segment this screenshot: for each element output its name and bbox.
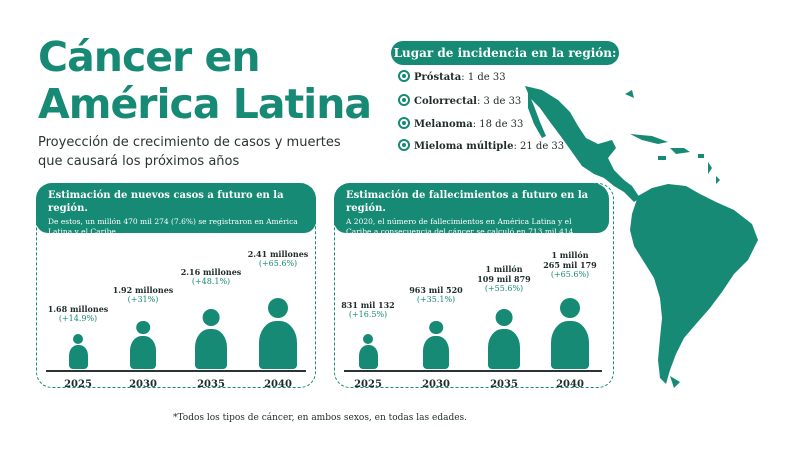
incidence-rank: : 3 de 33 <box>476 96 522 107</box>
deaths-value-2035: 1 millón 109 mil 879 (+55.6%) <box>477 264 531 293</box>
title-line-2: América Latina <box>38 80 372 128</box>
incidence-title: Lugar de incidencia en la región: <box>391 41 619 65</box>
deaths-subtitle: A 2020, el número de fallecimientos en A… <box>346 217 576 236</box>
footnote: *Todos los tipos de cáncer, en ambos sex… <box>172 413 468 423</box>
cases-person-icon-2040 <box>259 298 297 369</box>
incidence-site: Melanoma <box>414 119 473 130</box>
deaths-year-2040: 2040 <box>556 379 584 390</box>
title-line-1: Cáncer en <box>38 33 261 81</box>
cases-value-2035: 2.16 millones (+48.1%) <box>180 267 242 286</box>
cases-panel-header: Estimación de nuevos casos a futuro en l… <box>36 183 316 236</box>
cases-title: Estimación de nuevos casos a futuro en l… <box>48 190 284 214</box>
incidence-rank: : 21 de 33 <box>513 141 565 152</box>
deaths-value-2030: 963 mil 520 (+35.1%) <box>409 285 463 304</box>
deaths-panel-header: Estimación de fallecimientos a futuro en… <box>334 183 609 236</box>
incidence-item: Próstata: 1 de 33 <box>398 70 506 83</box>
deaths-title: Estimación de fallecimientos a futuro en… <box>346 190 589 214</box>
incidence-site: Mieloma múltiple <box>414 141 514 152</box>
deaths-year-2025: 2025 <box>354 379 382 390</box>
cases-year-2035: 2035 <box>197 379 225 390</box>
deaths-year-2035: 2035 <box>490 379 518 390</box>
deaths-baseline <box>344 370 602 372</box>
page-subtitle: Proyección de crecimiento de casos y mue… <box>38 135 341 169</box>
incidence-site: Colorrectal <box>414 96 477 107</box>
cases-subtitle: De estos, un millón 470 mil 274 (7.6%) s… <box>48 217 298 236</box>
deaths-value-2025: 831 mil 132 (+16.5%) <box>341 300 395 319</box>
bullet-icon <box>398 70 410 82</box>
cases-person-icon-2035 <box>195 309 227 369</box>
incidence-item: Melanoma: 18 de 33 <box>398 117 523 130</box>
incidence-rank: : 1 de 33 <box>461 72 506 83</box>
incidence-site: Próstata <box>414 72 462 83</box>
deaths-value-2040: 1 millón 265 mil 179 (+65.6%) <box>543 250 597 279</box>
bullet-icon <box>398 139 410 151</box>
cases-value-2030: 1.92 millones (+31%) <box>112 285 174 304</box>
incidence-item: Mieloma múltiple: 21 de 33 <box>398 139 564 152</box>
bullet-icon <box>398 94 410 106</box>
deaths-person-icon-2035 <box>488 309 520 369</box>
cases-value-2040: 2.41 millones (+65.6%) <box>247 249 309 268</box>
cases-person-icon-2025 <box>68 333 88 369</box>
cases-person-icon-2030 <box>130 320 156 369</box>
cases-year-2030: 2030 <box>129 379 157 390</box>
latin-america-map-icon <box>525 86 758 388</box>
cases-value-2025: 1.68 millones (+14.9%) <box>47 304 109 323</box>
cases-year-2025: 2025 <box>64 379 92 390</box>
cases-year-2040: 2040 <box>264 379 292 390</box>
deaths-year-2030: 2030 <box>422 379 450 390</box>
deaths-person-icon-2040 <box>551 298 589 369</box>
bullet-icon <box>398 117 410 129</box>
deaths-person-icon-2030 <box>423 320 449 369</box>
incidence-rank: : 18 de 33 <box>472 119 524 130</box>
cases-baseline <box>46 370 306 372</box>
page-title: Cáncer en América Latina <box>38 34 378 128</box>
deaths-person-icon-2025 <box>358 333 378 369</box>
incidence-item: Colorrectal: 3 de 33 <box>398 94 521 107</box>
